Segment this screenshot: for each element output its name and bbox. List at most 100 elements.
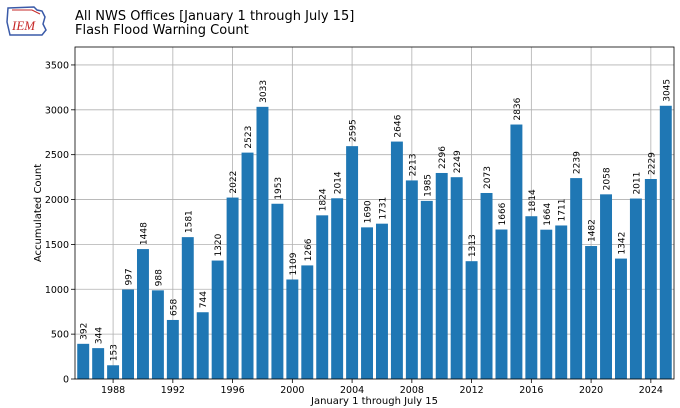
bar-2000 [286,279,299,379]
bar-2014 [495,229,508,379]
bar-value-label-1996: 2022 [229,171,239,194]
bar-2001 [301,265,314,379]
bar-value-label-1986: 392 [80,323,90,340]
bar-value-label-1988: 153 [110,344,120,361]
bar-2018 [555,225,568,379]
bar-1995 [211,260,224,379]
bar-2017 [540,229,553,379]
chart-title-line1: All NWS Offices [January 1 through July … [75,9,355,24]
bar-value-label-2007: 2646 [393,114,403,137]
y-tick-label: 1000 [45,285,69,296]
bar-2024 [644,178,657,379]
bar-2021 [600,194,613,379]
bar-value-label-2023: 2011 [632,172,642,195]
bar-value-label-1990: 1448 [139,222,149,245]
x-tick-label: 1992 [161,385,185,396]
bar-value-label-1991: 988 [154,269,164,286]
bar-2012 [465,261,478,379]
bar-value-label-2000: 1109 [289,252,299,275]
bar-value-label-2024: 2229 [647,152,657,175]
bar-value-label-2003: 2014 [334,171,344,194]
bar-value-label-2005: 1690 [364,200,374,223]
bar-1999 [271,203,284,379]
bar-value-label-1995: 1320 [214,233,224,256]
grid-lines [75,47,674,380]
bar-2020 [585,246,598,379]
y-tick-label: 3000 [45,105,69,116]
iem-logo: IEM [6,6,47,36]
bar-value-label-1997: 2523 [244,126,254,149]
bar-value-label-2001: 1266 [304,238,314,261]
bar-value-label-2006: 1731 [378,197,388,220]
x-tick-label: 1996 [220,385,244,396]
x-tick-label: 2000 [280,385,304,396]
x-tick-label: 2008 [400,385,424,396]
bar-value-label-1993: 1581 [184,210,194,233]
bar-value-label-2015: 2836 [513,97,523,120]
bar-1997 [241,152,254,379]
x-tick-label: 2016 [519,385,543,396]
y-tick-label: 2000 [45,195,69,206]
y-tick-label: 500 [51,330,69,341]
chart-title-line2: Flash Flood Warning Count [75,23,249,38]
bar-value-label-2016: 1814 [528,189,538,212]
bar-1987 [92,348,105,379]
bar-value-label-2017: 1664 [543,203,553,226]
bar-value-label-1989: 997 [125,268,135,285]
bar-value-label-2020: 1482 [588,219,598,242]
bar-value-label-2009: 1985 [423,174,433,197]
bar-2009 [420,200,433,379]
bar-value-label-2012: 1313 [468,234,478,257]
bar-value-label-1987: 344 [95,327,105,344]
x-axis-label: January 1 through July 15 [310,396,438,407]
bar-2022 [614,258,627,379]
bar-2016 [525,216,538,379]
bar-value-label-1992: 658 [169,299,179,316]
bar-2002 [316,215,329,379]
bar-1994 [196,312,209,379]
bar-2011 [450,177,463,379]
y-tick-label: 1500 [45,240,69,251]
plot-frame [74,46,675,380]
bar-value-label-2008: 2213 [408,154,418,177]
bar-2010 [435,172,448,379]
bar-2019 [570,178,583,379]
bar-1991 [151,290,164,379]
bar-2013 [480,192,493,379]
bar-1998 [256,106,269,379]
bar-value-label-1999: 1953 [274,177,284,200]
bar-1990 [136,249,149,379]
bar-value-label-2025: 3045 [662,79,672,102]
y-axis-label: Accumulated Count [33,164,44,262]
axes: 0 500 1000 1500 2000 2500 3000 3500 1988 1992 1996… [45,46,675,396]
bar-2023 [629,198,642,379]
bar-value-label-1998: 3033 [259,80,269,103]
bar-1996 [226,197,239,379]
x-tick-label: 1988 [101,385,125,396]
x-tick-label: 2020 [579,385,603,396]
bars [77,105,672,379]
x-tick-label: 2024 [639,385,663,396]
bar-1989 [122,289,135,379]
y-tick-label: 2500 [45,150,69,161]
bar-value-label-2011: 2249 [453,150,463,173]
bar-value-labels: 392 344 153 997 1448 988 658 1581 744 1320 2022 252… [80,79,673,361]
bar-value-label-2022: 1342 [617,232,627,255]
bar-value-label-2010: 2296 [438,146,448,169]
bar-1993 [181,237,194,379]
bar-1986 [77,343,90,379]
x-tick-label: 2012 [460,385,484,396]
bar-2007 [390,141,403,379]
bar-value-label-2014: 1666 [498,202,508,225]
bar-value-label-2018: 1711 [558,199,568,222]
bar-2015 [510,124,523,379]
logo-text: IEM [11,18,36,33]
bar-value-label-2002: 1824 [319,188,329,211]
y-tick-label: 0 [63,375,69,386]
bar-value-label-2021: 2058 [603,167,613,190]
y-tick-label: 3500 [45,60,69,71]
bar-2004 [346,146,359,379]
bar-2006 [375,223,388,379]
bar-1988 [107,365,120,379]
